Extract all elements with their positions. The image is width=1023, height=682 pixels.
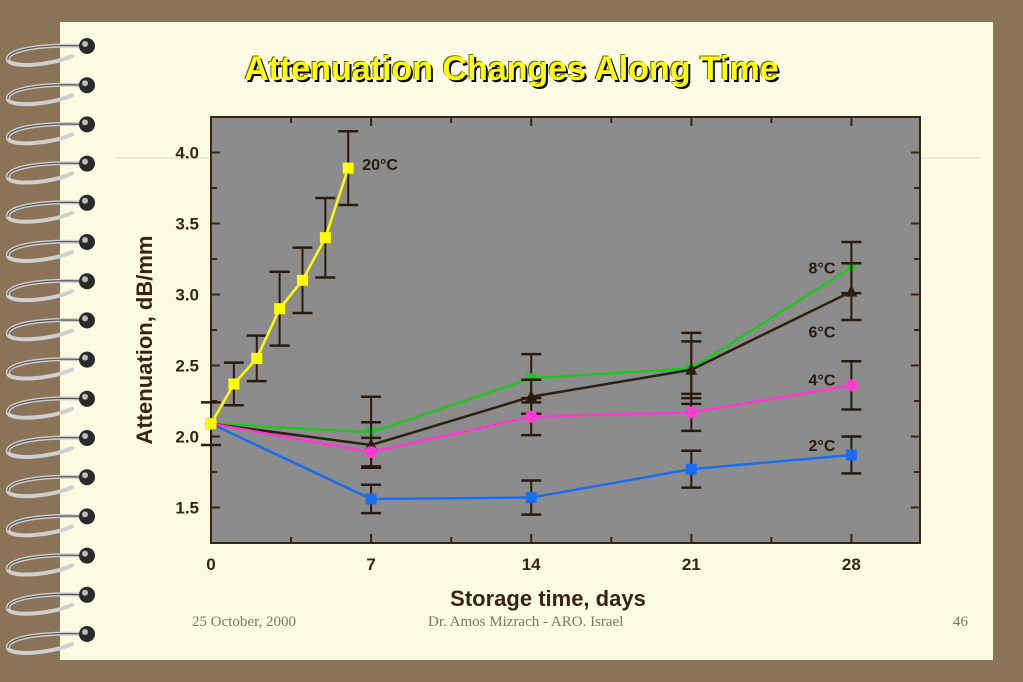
- spiral-hole-highlight: [82, 41, 88, 47]
- series-6c: 6°C: [205, 262, 862, 469]
- spiral-hole-highlight: [82, 158, 88, 165]
- series-label: 8°C: [809, 261, 836, 278]
- spiral-ring-shadow: [7, 437, 85, 453]
- spiral-ring-shadow: [7, 633, 85, 649]
- data-point: [685, 362, 698, 375]
- y-tick-label: 2.0: [175, 428, 199, 447]
- y-tick-label: 4.0: [175, 144, 199, 163]
- spiral-ring-shadow: [7, 476, 85, 492]
- y-tick-label: 3.0: [175, 286, 199, 305]
- spiral-ring-shadow: [7, 358, 85, 374]
- data-point: [251, 352, 263, 364]
- data-point: [845, 449, 857, 461]
- series-label: 6°C: [809, 325, 836, 342]
- data-point: [685, 463, 697, 475]
- spiral-hole-highlight: [82, 80, 88, 87]
- spiral-hole-highlight: [82, 354, 88, 361]
- data-point: [342, 162, 354, 174]
- spiral-hole-highlight: [82, 511, 88, 518]
- series-20c: 20°C: [201, 129, 398, 447]
- data-point: [685, 406, 698, 419]
- x-tick-label: 7: [366, 555, 375, 574]
- spiral-ring-shadow: [7, 201, 85, 217]
- series-label: 2°C: [809, 438, 836, 455]
- x-tick-label: 28: [842, 555, 861, 574]
- data-point: [296, 274, 308, 286]
- series-8c: 8°C: [205, 240, 862, 469]
- page-number: 46: [953, 614, 968, 630]
- data-point: [319, 232, 331, 244]
- y-tick-label: 3.5: [175, 215, 199, 234]
- x-axis-label: Storage time, days: [450, 586, 646, 611]
- spiral-hole-highlight: [82, 393, 88, 400]
- spiral-ring-shadow: [7, 319, 85, 335]
- spiral-hole-highlight: [82, 629, 88, 635]
- y-tick-label: 2.5: [175, 357, 199, 376]
- x-tick-label: 21: [682, 555, 701, 574]
- data-point: [228, 378, 240, 390]
- start-point: [205, 418, 217, 430]
- data-point: [525, 492, 537, 504]
- spiral-ring-shadow: [7, 554, 85, 570]
- plot-area: [210, 116, 921, 544]
- data-point: [274, 303, 286, 315]
- spiral-ring-shadow: [7, 84, 85, 100]
- data-point: [525, 410, 538, 423]
- spiral-binding: [6, 38, 95, 655]
- slide-title: Attenuation Changes Along Time: [244, 50, 779, 88]
- footer-author: Dr. Amos Mizrach - ARO. Israel: [428, 614, 624, 630]
- spiral-hole-highlight: [82, 589, 88, 596]
- series-label: 20°C: [362, 157, 398, 174]
- spiral-ring-shadow: [7, 397, 85, 413]
- footer-date: 25 October, 2000: [192, 614, 296, 630]
- spiral-ring-shadow: [7, 515, 85, 531]
- spiral-ring-shadow: [7, 241, 85, 257]
- spiral-hole-highlight: [82, 550, 88, 557]
- spiral-hole-highlight: [82, 276, 88, 283]
- data-point: [365, 446, 378, 459]
- spiral-ring-shadow: [7, 162, 85, 178]
- spiral-ring-shadow: [7, 593, 85, 609]
- data-point: [845, 284, 858, 297]
- spiral-ring-shadow: [7, 45, 85, 61]
- spiral-ring-shadow: [7, 123, 85, 139]
- x-tick-label: 14: [522, 555, 541, 574]
- spiral-ring-shadow: [7, 280, 85, 296]
- spiral-hole-highlight: [82, 315, 88, 322]
- data-point: [365, 493, 377, 505]
- spiral-hole-highlight: [82, 119, 88, 126]
- spiral-hole-highlight: [82, 197, 88, 204]
- y-axis-label: Attenuation, dB/mm: [132, 236, 157, 445]
- spiral-hole-highlight: [82, 237, 88, 243]
- series-label: 4°C: [809, 372, 836, 389]
- x-tick-label: 0: [206, 555, 215, 574]
- spiral-hole-highlight: [82, 472, 88, 479]
- y-tick-label: 1.5: [175, 499, 199, 518]
- spiral-hole-highlight: [82, 433, 88, 439]
- data-point: [845, 379, 858, 392]
